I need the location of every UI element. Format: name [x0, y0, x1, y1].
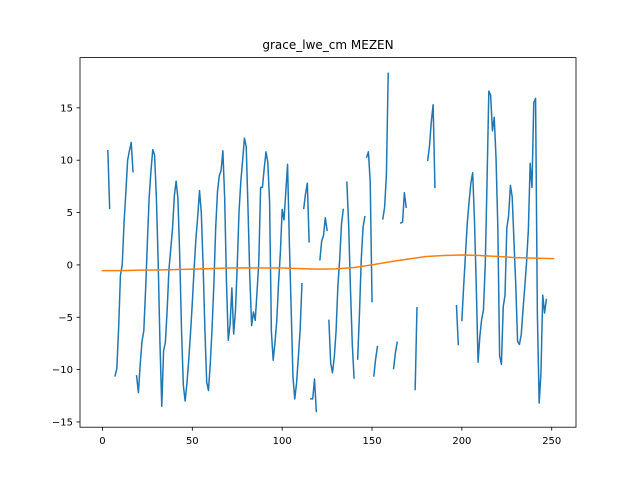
x-tick-label-0: 0	[99, 436, 105, 447]
series-0-segment-14	[414, 307, 418, 391]
series-0-segment-6	[328, 208, 345, 374]
plot-area	[101, 72, 555, 413]
series-0-segment-7	[346, 181, 355, 379]
y-axis: −15 −10 −5 0 5 10 15	[52, 103, 80, 428]
x-tick-label-3: 150	[362, 436, 381, 447]
series-0-segment-1	[114, 141, 134, 377]
series-0-segment-11	[381, 72, 389, 220]
plot-frame	[79, 57, 577, 428]
series-0-segment-9	[365, 151, 373, 303]
x-tick-label-2: 100	[273, 436, 292, 447]
x-tick-label-5: 250	[542, 436, 561, 447]
x-axis: 0 50 100 150 200 250	[99, 427, 561, 447]
y-tick-label-0: −15	[52, 417, 73, 428]
series-0-segment-10	[373, 345, 379, 377]
x-tick-label-4: 200	[452, 436, 471, 447]
chart-title: grace_lwe_cm MEZEN	[262, 38, 393, 52]
y-tick-label-5: 10	[60, 156, 73, 167]
series-0-segment-15	[426, 103, 436, 189]
series-0-segment-3	[302, 182, 310, 243]
y-tick-label-3: 0	[67, 260, 73, 271]
series-0-segment-0	[107, 150, 111, 210]
y-tick-label-4: 5	[67, 208, 73, 219]
series-0-segment-2	[135, 137, 303, 408]
series-0-segment-12	[392, 341, 399, 370]
series-0-segment-5	[319, 217, 328, 261]
series-0-segment-4	[310, 378, 318, 413]
y-tick-label-6: 15	[60, 103, 73, 114]
x-tick-label-1: 50	[186, 436, 199, 447]
series-1-segment-0	[101, 254, 555, 272]
series-0-segment-8	[356, 215, 366, 360]
series-0-segment-17	[461, 90, 548, 404]
series-0-segment-16	[455, 304, 460, 346]
series-0-segment-13	[399, 191, 408, 225]
y-tick-label-2: −5	[58, 313, 73, 324]
y-tick-label-1: −10	[52, 365, 73, 376]
